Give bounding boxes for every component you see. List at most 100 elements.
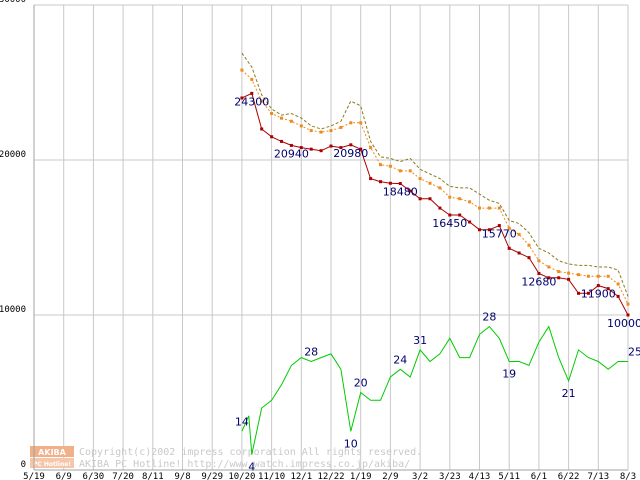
- average-price-point: [349, 121, 353, 125]
- chart-series: [240, 52, 630, 455]
- min-price-point: [280, 139, 283, 143]
- min-price-point: [398, 182, 402, 186]
- data-label: 28: [304, 346, 318, 359]
- data-label: 18480: [383, 186, 418, 199]
- min-price-line: [241, 92, 629, 316]
- average-price-point: [309, 129, 313, 133]
- data-label: 20980: [333, 147, 368, 160]
- min-price-point: [537, 271, 541, 275]
- min-price-point: [250, 91, 254, 95]
- min-price-point: [487, 228, 491, 232]
- min-price-point: [240, 96, 244, 100]
- average-price-point: [408, 169, 412, 173]
- min-price-point: [438, 206, 442, 210]
- min-price-point: [586, 291, 590, 295]
- data-label: 20: [354, 377, 368, 390]
- x-tick-label: 5/19: [23, 472, 45, 480]
- data-label: 19: [502, 368, 516, 381]
- x-tick-label: 1/19: [350, 472, 372, 480]
- average-price-point: [596, 274, 600, 278]
- average-price-point: [280, 116, 283, 120]
- average-price-point: [240, 68, 244, 72]
- average-price-point: [478, 206, 481, 210]
- min-price-point: [458, 213, 462, 217]
- min-price-point: [339, 146, 343, 150]
- average-price-point: [616, 282, 620, 286]
- data-label: 4: [248, 461, 255, 474]
- min-price-point: [418, 197, 422, 201]
- min-price-point: [497, 224, 501, 228]
- max-price-line: [241, 52, 629, 297]
- min-price-point: [547, 276, 551, 280]
- average-price-point: [458, 197, 462, 201]
- x-tick-label: 6/9: [56, 472, 72, 480]
- average-price-point: [329, 129, 333, 133]
- data-label: 16450: [432, 217, 467, 230]
- shop-count-line: [241, 325, 628, 455]
- data-label: 28: [482, 311, 496, 324]
- copyright-watermark: AKIBA PC Hotline! Copyright(c)2002 impre…: [30, 446, 422, 470]
- akiba-logo-subtext: PC Hotline!: [33, 461, 71, 468]
- average-price-point: [418, 177, 422, 181]
- x-tick-label: 11/10: [258, 472, 285, 480]
- min-price-point: [448, 213, 452, 217]
- min-price-point: [626, 313, 630, 317]
- data-label: 12680: [521, 275, 556, 288]
- min-price-point: [319, 149, 323, 153]
- data-label: 21: [562, 387, 576, 400]
- average-price-point: [606, 274, 610, 278]
- average-price-point: [270, 112, 274, 115]
- site-url-line: AKIBA PC Hotline! http://www.watch.impre…: [79, 459, 410, 470]
- min-price-point: [388, 181, 392, 185]
- average-price-point: [339, 125, 343, 129]
- min-price-point: [329, 144, 333, 148]
- average-price-point: [586, 274, 590, 278]
- x-tick-label: 12/22: [317, 472, 344, 480]
- average-price-point: [289, 119, 293, 123]
- min-price-point: [349, 143, 353, 147]
- chart-data-labels: 24300 20940 20980 18480 16450 15770 12680 11900…: [234, 95, 640, 473]
- akiba-logo-bottom: [30, 458, 74, 468]
- x-tick-label: 6/22: [558, 472, 580, 480]
- average-price-point: [319, 130, 323, 134]
- min-price-point: [567, 277, 571, 281]
- average-price-point: [428, 181, 432, 185]
- x-tick-label: 8/11: [142, 472, 164, 480]
- average-price-point: [398, 169, 402, 173]
- x-tick-label: 12/1: [290, 472, 312, 480]
- average-price-point: [557, 270, 561, 274]
- min-price-point: [557, 276, 561, 280]
- average-price-point: [468, 200, 472, 204]
- min-price-point: [478, 228, 481, 232]
- data-label: 10000: [607, 317, 640, 330]
- average-price-point: [448, 195, 452, 199]
- min-price-point: [359, 147, 363, 151]
- data-label: 24: [393, 353, 407, 366]
- min-price-point: [408, 189, 412, 193]
- x-tick-label: 6/30: [83, 472, 105, 480]
- average-price-point: [527, 243, 531, 247]
- x-tick-label: 9/29: [201, 472, 223, 480]
- data-label: 20940: [274, 147, 309, 160]
- min-price-point: [260, 127, 264, 131]
- x-tick-label: 2/9: [382, 472, 398, 480]
- x-tick-label: 5/11: [498, 472, 520, 480]
- x-tick-label: 3/2: [412, 472, 428, 480]
- data-label: 25: [628, 346, 640, 359]
- min-price-point: [527, 256, 531, 260]
- min-price-point: [517, 251, 521, 255]
- x-tick-label: 3/23: [439, 472, 461, 480]
- min-price-point: [507, 246, 511, 250]
- average-price-point: [567, 271, 571, 275]
- min-price-point: [468, 220, 472, 224]
- average-price-point: [577, 273, 580, 277]
- y-tick-label: 0: [21, 460, 26, 470]
- average-price-point: [379, 163, 382, 167]
- data-label: 15770: [482, 228, 517, 241]
- y-tick-label: 10000: [0, 305, 26, 315]
- min-price-point: [577, 291, 580, 295]
- min-price-point: [616, 294, 620, 298]
- average-price-point: [250, 77, 254, 81]
